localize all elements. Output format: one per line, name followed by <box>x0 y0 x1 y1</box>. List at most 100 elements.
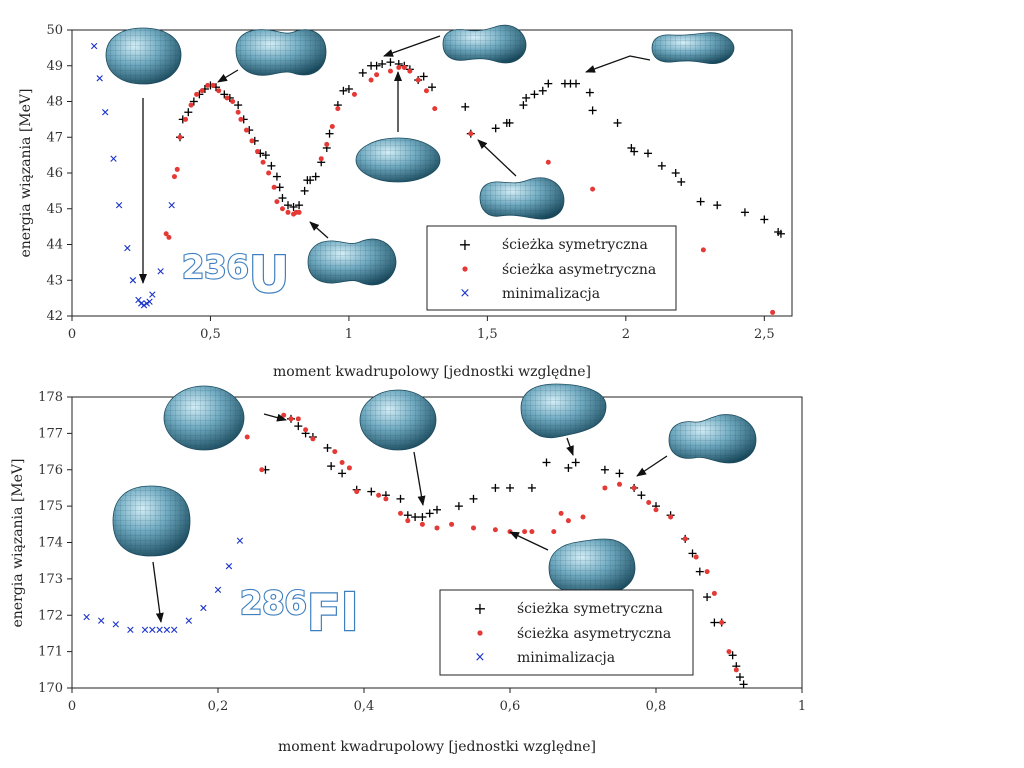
point-symmetric-u236 <box>461 102 470 111</box>
point-asymmetric-u236 <box>243 127 249 133</box>
shape-peanut-top-u236 <box>442 24 527 64</box>
y-axis-label-fl286: energia wiązania [MeV] <box>10 459 26 628</box>
point-asymmetric-u236 <box>266 170 272 176</box>
point-symmetric-fl286 <box>728 651 737 660</box>
y-tick-label: 173 <box>38 572 63 587</box>
point-asymmetric-fl286 <box>303 427 309 433</box>
y-tick-label: 178 <box>38 390 63 405</box>
point-asymmetric-u236 <box>274 199 280 205</box>
point-asymmetric-fl286 <box>682 536 688 542</box>
point-symmetric-u236 <box>519 101 528 110</box>
point-asymmetric-u236 <box>249 138 255 144</box>
point-symmetric-u236 <box>657 161 666 170</box>
panel-fl286: energia wiązania [MeV] moment kwadrupolo… <box>10 383 806 755</box>
point-asymmetric-u236 <box>238 116 244 122</box>
point-symmetric-u236 <box>419 72 428 81</box>
point-asymmetric-fl286 <box>339 459 345 465</box>
point-symmetric-fl286 <box>710 618 719 627</box>
shape-oblate-u236 <box>105 27 182 85</box>
point-asymmetric-fl286 <box>704 569 710 575</box>
point-minimization-fl286 <box>171 626 178 633</box>
point-asymmetric-fl286 <box>522 529 528 535</box>
point-asymmetric-u236 <box>163 231 169 237</box>
point-symmetric-u236 <box>760 215 769 224</box>
shape-ellipsoid-mid-u236 <box>355 137 441 183</box>
legend-marker-sym-fl286: + <box>473 599 486 618</box>
point-asymmetric-fl286 <box>711 590 717 596</box>
point-asymmetric-fl286 <box>719 620 725 626</box>
point-minimization-fl286 <box>83 613 90 621</box>
point-symmetric-fl286 <box>411 513 420 522</box>
arrow-fl286-mid <box>413 451 426 506</box>
shape-oblate-top-fl286 <box>163 385 245 451</box>
x-tick-label: 0,2 <box>208 699 229 714</box>
point-asymmetric-fl286 <box>332 449 338 455</box>
point-symmetric-u236 <box>358 68 367 77</box>
point-symmetric-u236 <box>696 197 705 206</box>
y-tick-label: 43 <box>46 273 63 288</box>
point-asymmetric-fl286 <box>405 518 411 524</box>
point-symmetric-fl286 <box>739 680 748 689</box>
point-asymmetric-fl286 <box>449 521 455 527</box>
point-minimization-fl286 <box>214 586 222 593</box>
y-tick-label: 172 <box>38 608 63 623</box>
legend-label-min-u236: minimalizacja <box>502 286 600 302</box>
point-asymmetric-fl286 <box>580 514 586 520</box>
point-symmetric-u236 <box>630 147 639 156</box>
point-asymmetric-u236 <box>401 65 407 71</box>
point-minimization-fl286 <box>112 621 119 628</box>
point-symmetric-u236 <box>306 176 315 185</box>
y-tick-label: 174 <box>38 536 63 551</box>
arrow-u236-right-peak <box>585 55 651 73</box>
nucleus-label-u236: 236U <box>182 246 289 304</box>
point-minimization-u236 <box>157 268 164 275</box>
point-asymmetric-u236 <box>296 209 302 215</box>
legend-marker-min-fl286: × <box>475 650 486 665</box>
point-asymmetric-u236 <box>166 234 172 240</box>
point-minimization-u236 <box>96 75 103 82</box>
y-axis-label-u236: energia wiązania [MeV] <box>18 89 34 258</box>
x-tick-label: 2 <box>622 327 630 342</box>
point-minimization-u236 <box>102 109 109 116</box>
point-symmetric-u236 <box>544 79 553 88</box>
x-axis-label-fl286: moment kwadrupolowy [jednostki względne] <box>278 739 596 755</box>
point-asymmetric-u236 <box>210 82 216 88</box>
point-asymmetric-fl286 <box>551 529 557 535</box>
shape-elongated-top-u236 <box>235 29 327 76</box>
point-asymmetric-fl286 <box>398 510 403 516</box>
point-symmetric-u236 <box>522 93 531 102</box>
x-tick-label: 1 <box>345 327 353 342</box>
point-symmetric-fl286 <box>703 593 712 602</box>
point-symmetric-u236 <box>284 201 292 210</box>
point-asymmetric-u236 <box>194 91 200 97</box>
point-minimization-u236 <box>138 300 145 307</box>
x-tick-label: 0,8 <box>646 699 667 714</box>
point-symmetric-u236 <box>671 169 680 177</box>
point-asymmetric-fl286 <box>281 412 287 418</box>
shape-asym-right-fl286 <box>668 414 757 464</box>
legend-fl286: + ścieżka symetryczna ścieżka asymetrycz… <box>439 589 694 676</box>
legend-label-asym-fl286: ścieżka asymetryczna <box>517 626 671 642</box>
point-minimization-fl286 <box>236 537 244 544</box>
point-symmetric-fl286 <box>294 422 303 431</box>
point-asymmetric-u236 <box>260 159 266 165</box>
axis-ticks-fl286: 0 0,2 0,4 0,6 0,8 1 170 171 172 173 174 175 176 177 17… <box>38 390 806 714</box>
point-symmetric-fl286 <box>396 494 405 503</box>
point-asymmetric-fl286 <box>383 496 389 502</box>
arrow-u236-mid <box>477 139 517 177</box>
point-symmetric-u236 <box>295 201 304 210</box>
point-asymmetric-fl286 <box>558 510 564 516</box>
point-asymmetric-u236 <box>174 166 180 172</box>
point-asymmetric-u236 <box>374 72 380 78</box>
point-asymmetric-fl286 <box>733 667 739 673</box>
point-minimization-u236 <box>135 296 142 304</box>
point-asymmetric-u236 <box>188 102 194 108</box>
shape-dumbbell-bottom-u236 <box>307 238 397 286</box>
point-symmetric-u236 <box>572 79 580 88</box>
point-minimization-u236 <box>146 298 153 305</box>
point-asymmetric-u236 <box>329 124 335 130</box>
point-minimization-fl286 <box>127 626 134 633</box>
point-symmetric-u236 <box>372 61 381 70</box>
x-axis-label-u236: moment kwadrupolowy [jednostki względne] <box>273 364 591 380</box>
